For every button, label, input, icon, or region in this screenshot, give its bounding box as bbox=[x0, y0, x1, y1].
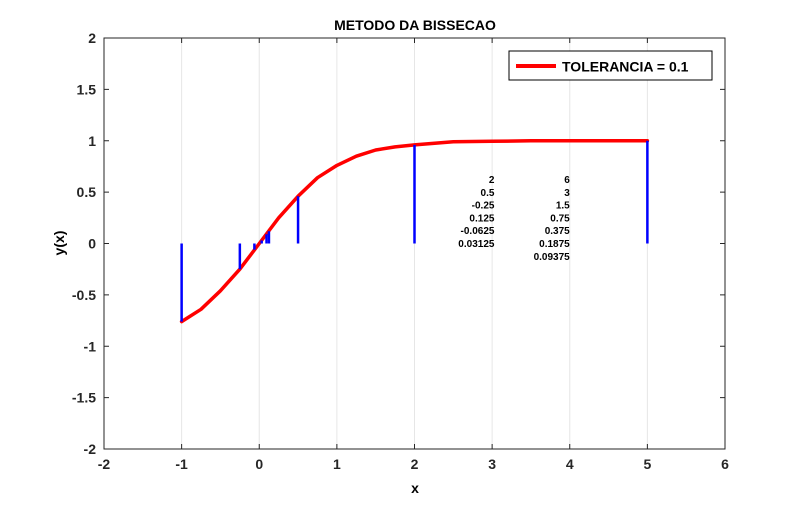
x-tick-label: 5 bbox=[643, 456, 651, 472]
annotation-value: -0.0625 bbox=[461, 226, 495, 237]
x-tick-label: 2 bbox=[411, 456, 419, 472]
annotation-value: 0.09375 bbox=[534, 252, 571, 263]
annotation-value: 6 bbox=[564, 175, 570, 186]
x-tick-label: 4 bbox=[566, 456, 574, 472]
annotation-value: 0.1875 bbox=[539, 239, 570, 250]
y-tick-label: 2 bbox=[88, 30, 96, 46]
annotation-value: 0.125 bbox=[469, 213, 494, 224]
annotation-value: 3 bbox=[564, 188, 570, 199]
annotation-value: -0.25 bbox=[472, 201, 495, 212]
series-curve bbox=[179, 139, 650, 324]
y-tick-label: -1.5 bbox=[72, 390, 96, 406]
stem-group bbox=[180, 140, 649, 322]
x-tick-label: 6 bbox=[721, 456, 729, 472]
annotation-value: 0.75 bbox=[550, 213, 570, 224]
chart-title: METODO DA BISSECAO bbox=[334, 17, 496, 33]
annotation-value: 2 bbox=[489, 175, 495, 186]
annotation-value: 0.375 bbox=[545, 226, 570, 237]
annotation-value: 0.5 bbox=[481, 188, 495, 199]
y-tick-label: 1.5 bbox=[77, 81, 97, 97]
x-tick-label: 1 bbox=[333, 456, 341, 472]
x-axis-label: x bbox=[411, 480, 419, 496]
axes: -2 -1 0 1 2 3 4 5 6 -2 -1.5 -1 -0.5 0 0.5 1 1.5 2 bbox=[72, 30, 729, 472]
annotation-value: 1.5 bbox=[556, 201, 570, 212]
legend: TOLERANCIA = 0.1 bbox=[508, 50, 713, 81]
x-tick-label: -1 bbox=[175, 456, 188, 472]
x-tick-label: -2 bbox=[98, 456, 111, 472]
annotation-value: 0.03125 bbox=[458, 239, 495, 250]
annotation-columns: 2 0.5 -0.250.125 -0.0625 0.03125 6 3 1.50.75 0.3… bbox=[458, 175, 570, 263]
y-tick-label: -2 bbox=[84, 441, 97, 457]
y-tick-label: -0.5 bbox=[72, 287, 96, 303]
x-tick-label: 0 bbox=[255, 456, 263, 472]
y-tick-label: 0.5 bbox=[77, 184, 97, 200]
legend-label: TOLERANCIA = 0.1 bbox=[562, 59, 689, 75]
x-tick-label: 3 bbox=[488, 456, 496, 472]
y-tick-label: 1 bbox=[88, 133, 96, 149]
y-tick-label: 0 bbox=[88, 236, 96, 252]
y-axis-label: y(x) bbox=[51, 231, 67, 256]
y-tick-label: -1 bbox=[84, 338, 97, 354]
